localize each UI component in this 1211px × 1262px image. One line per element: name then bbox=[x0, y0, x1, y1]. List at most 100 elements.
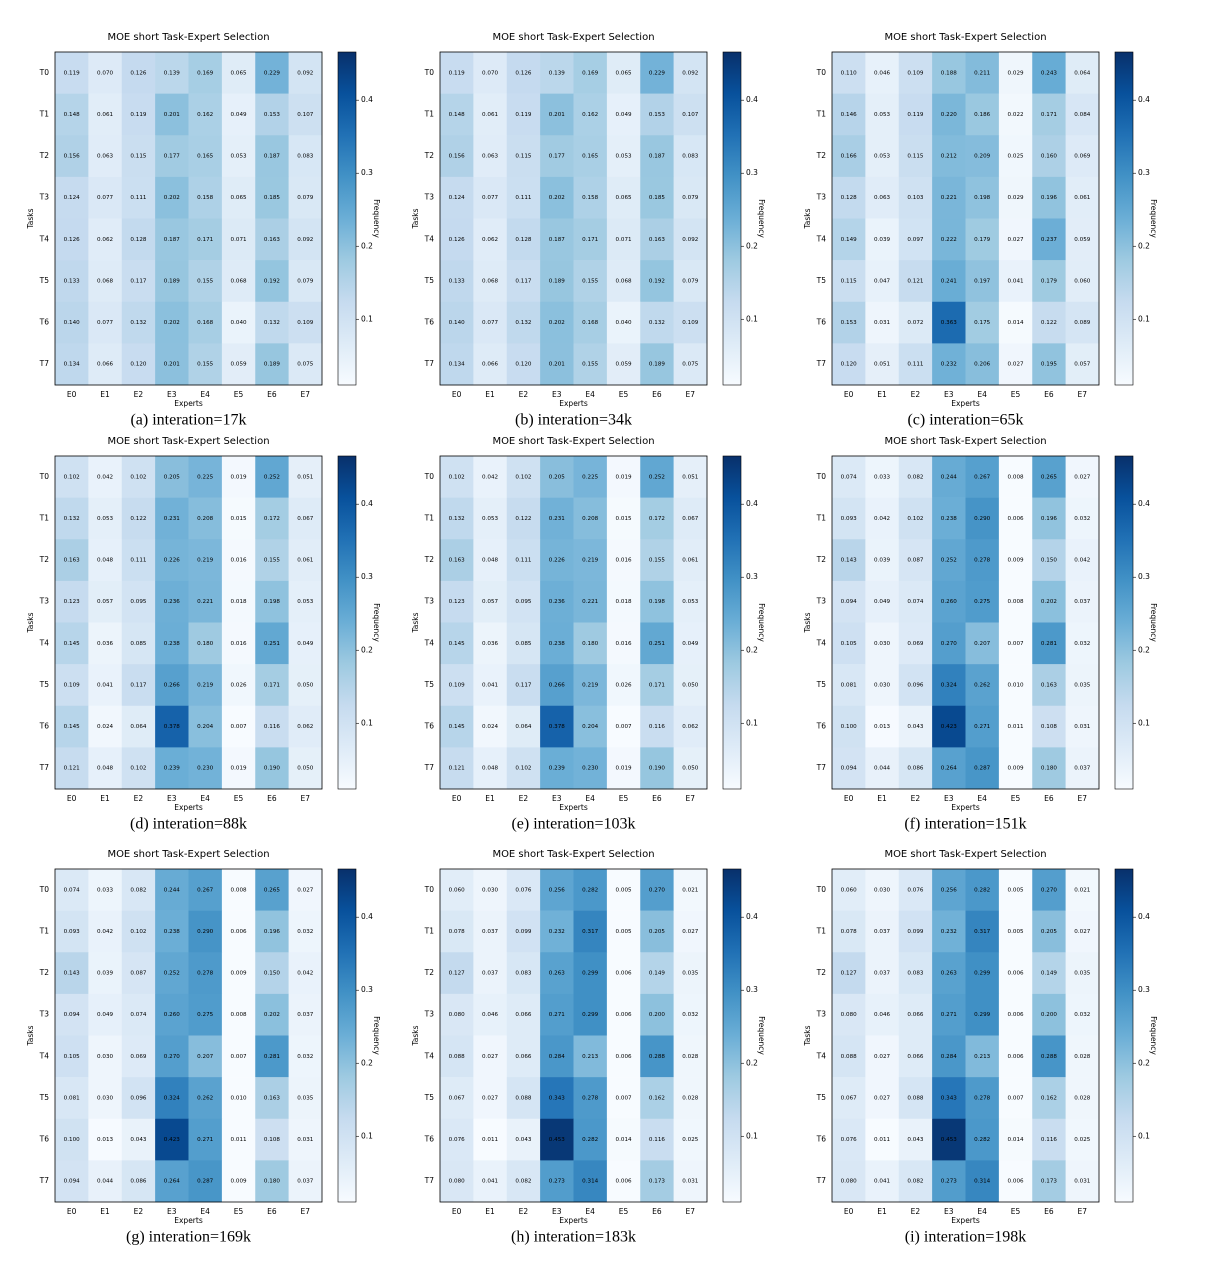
heat-cell bbox=[440, 747, 474, 790]
heat-cell bbox=[673, 1160, 708, 1203]
x-tick-label: E1 bbox=[485, 390, 495, 399]
x-tick-label: E2 bbox=[519, 390, 529, 399]
cell-label: 0.202 bbox=[164, 320, 180, 326]
heat-cell bbox=[998, 622, 1033, 665]
heat-cell bbox=[155, 218, 189, 261]
cell-label: 0.006 bbox=[616, 971, 632, 977]
colorbar bbox=[722, 455, 742, 790]
heat-cell bbox=[221, 456, 256, 498]
cell-label: 0.185 bbox=[264, 195, 280, 201]
x-tick-label: E4 bbox=[200, 390, 210, 399]
cell-label: 0.134 bbox=[449, 362, 465, 368]
cell-label: 0.197 bbox=[974, 278, 990, 284]
heat-cell bbox=[188, 539, 223, 582]
cell-label: 0.190 bbox=[264, 766, 280, 772]
cell-label: 0.198 bbox=[974, 195, 990, 201]
heat-cell bbox=[440, 218, 474, 261]
chart-title: MOE short Task-Expert Selection bbox=[107, 32, 269, 43]
heat-cell bbox=[288, 747, 323, 790]
y-tick-label: T6 bbox=[424, 318, 435, 327]
heat-cell bbox=[473, 260, 508, 303]
y-axis-label: Tasks bbox=[411, 612, 420, 633]
heat-cell bbox=[155, 301, 189, 344]
cell-label: 0.050 bbox=[682, 766, 698, 772]
cell-label: 0.030 bbox=[482, 887, 498, 893]
cell-label: 0.260 bbox=[164, 1012, 180, 1018]
cell-label: 0.202 bbox=[549, 195, 565, 201]
cell-label: 0.005 bbox=[1008, 929, 1024, 935]
cell-label: 0.288 bbox=[649, 1054, 665, 1060]
cell-label: 0.053 bbox=[482, 516, 498, 522]
cell-label: 0.163 bbox=[264, 1095, 280, 1101]
x-tick-label: E3 bbox=[167, 390, 177, 399]
x-axis-label: Experts bbox=[951, 803, 980, 812]
cell-label: 0.212 bbox=[941, 154, 957, 160]
cell-label: 0.042 bbox=[97, 929, 113, 935]
cell-label: 0.066 bbox=[482, 362, 498, 368]
cell-label: 0.042 bbox=[97, 474, 113, 480]
x-axis-label: Experts bbox=[559, 803, 588, 812]
cell-label: 0.111 bbox=[907, 362, 923, 368]
cell-label: 0.069 bbox=[130, 1054, 146, 1060]
heat-cell bbox=[288, 176, 323, 219]
cell-label: 0.042 bbox=[297, 971, 313, 977]
cell-label: 0.050 bbox=[297, 766, 313, 772]
heat-cell bbox=[640, 952, 674, 995]
x-tick-label: E2 bbox=[134, 390, 144, 399]
cell-label: 0.127 bbox=[449, 971, 465, 977]
cell-label: 0.284 bbox=[941, 1054, 957, 1060]
cell-label: 0.256 bbox=[549, 887, 565, 893]
cell-label: 0.282 bbox=[582, 1137, 598, 1143]
cell-label: 0.028 bbox=[682, 1054, 698, 1060]
cell-label: 0.018 bbox=[231, 599, 247, 605]
cell-label: 0.063 bbox=[482, 154, 498, 160]
heat-cell bbox=[965, 705, 1000, 748]
heat-cell bbox=[155, 622, 189, 665]
cell-label: 0.271 bbox=[197, 1137, 213, 1143]
cell-label: 0.290 bbox=[197, 929, 213, 935]
heat-cell bbox=[55, 622, 89, 665]
cell-label: 0.120 bbox=[130, 362, 146, 368]
cell-label: 0.128 bbox=[515, 237, 531, 243]
colorbar-tick-label: 0.4 bbox=[746, 499, 758, 508]
heat-cell bbox=[832, 497, 866, 540]
heat-cell bbox=[288, 1035, 323, 1078]
heat-cell bbox=[932, 539, 966, 582]
heat-cell bbox=[865, 343, 900, 386]
y-axis-label: Tasks bbox=[26, 1025, 35, 1046]
y-tick-label: T4 bbox=[816, 638, 827, 647]
heat-cell bbox=[832, 622, 866, 665]
heat-cell bbox=[473, 1118, 508, 1161]
heat-cell bbox=[188, 343, 223, 386]
x-tick-label: E5 bbox=[234, 390, 244, 399]
heat-cell bbox=[88, 664, 123, 707]
cell-label: 0.208 bbox=[197, 516, 213, 522]
y-tick-label: T6 bbox=[424, 1135, 435, 1144]
heat-cell bbox=[640, 910, 674, 953]
heat-cell bbox=[573, 260, 608, 303]
y-tick-label: T0 bbox=[816, 885, 827, 894]
cell-label: 0.032 bbox=[297, 929, 313, 935]
x-tick-label: E1 bbox=[100, 794, 110, 803]
cell-label: 0.019 bbox=[231, 766, 247, 772]
heat-cell bbox=[473, 176, 508, 219]
cell-label: 0.037 bbox=[1074, 766, 1090, 772]
heat-cell bbox=[155, 580, 189, 623]
heat-cell bbox=[255, 218, 289, 261]
heat-cell bbox=[573, 580, 608, 623]
cell-label: 0.201 bbox=[549, 362, 565, 368]
cell-label: 0.145 bbox=[449, 641, 465, 647]
cell-label: 0.111 bbox=[515, 558, 531, 564]
x-tick-label: E0 bbox=[67, 390, 77, 399]
heat-cell bbox=[121, 1077, 156, 1120]
cell-label: 0.059 bbox=[1074, 237, 1090, 243]
heat-cell bbox=[221, 952, 256, 995]
cell-label: 0.195 bbox=[1041, 362, 1057, 368]
cell-label: 0.205 bbox=[549, 474, 565, 480]
heat-cell bbox=[88, 705, 123, 748]
plot-frame bbox=[439, 455, 708, 790]
cell-label: 0.267 bbox=[197, 887, 213, 893]
heat-cell bbox=[155, 664, 189, 707]
heat-cell bbox=[832, 301, 866, 344]
x-tick-label: E3 bbox=[944, 390, 954, 399]
